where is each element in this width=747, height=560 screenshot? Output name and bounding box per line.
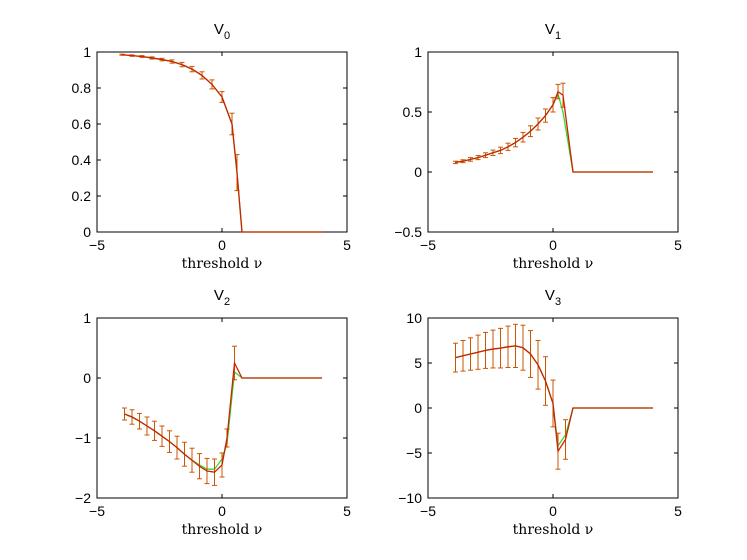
y-tick-label: −1 — [75, 430, 91, 446]
chart-title: V3 — [545, 287, 561, 308]
y-tick-label: −0.5 — [394, 224, 422, 240]
chart-title: V2 — [214, 287, 230, 308]
x-axis-label: threshold ν — [182, 522, 263, 538]
y-tick-label: 0.5 — [403, 104, 423, 120]
y-tick-label: 0.4 — [72, 152, 92, 168]
plot-area — [453, 82, 653, 173]
y-tick-label: 0.8 — [72, 80, 92, 96]
y-tick-label: 10 — [406, 310, 422, 326]
chart-title-subscript: 3 — [555, 296, 561, 308]
x-tick-label: 0 — [218, 237, 226, 253]
y-tick-label: 0.6 — [72, 116, 92, 132]
plot-area — [122, 345, 322, 486]
chart-title-subscript: 2 — [224, 296, 230, 308]
chart-title: V1 — [545, 21, 561, 42]
x-tick-label: 0 — [218, 503, 226, 519]
x-axis-label: threshold ν — [513, 522, 594, 538]
chart-title: V0 — [214, 21, 230, 42]
x-tick-label: 5 — [343, 237, 351, 253]
y-tick-label: −10 — [398, 490, 422, 506]
y-tick-label: 0 — [414, 164, 422, 180]
series-line-b — [455, 92, 653, 173]
plot-area — [119, 53, 322, 233]
x-tick-label: 0 — [549, 503, 557, 519]
chart-title-subscript: 1 — [555, 30, 561, 42]
y-tick-label: 0.2 — [72, 188, 92, 204]
y-tick-label: 1 — [83, 44, 91, 60]
x-tick-label: −5 — [420, 503, 436, 519]
y-tick-label: 1 — [414, 44, 422, 60]
series-line-b — [121, 54, 322, 233]
y-tick-label: 0 — [83, 370, 91, 386]
y-tick-label: 0 — [414, 400, 422, 416]
series-line-b — [124, 370, 322, 470]
x-tick-label: 5 — [343, 503, 351, 519]
x-axis-label: threshold ν — [513, 256, 594, 272]
x-tick-label: 5 — [674, 237, 682, 253]
plot-area — [453, 323, 653, 470]
x-tick-label: 0 — [549, 237, 557, 253]
chart-panel-2: −5 0 5 −2 −1 0 1 V2 threshold ν — [75, 287, 351, 538]
x-tick-label: −5 — [89, 237, 105, 253]
y-tick-label: −2 — [75, 490, 91, 506]
x-tick-label: 5 — [674, 503, 682, 519]
x-tick-label: −5 — [420, 237, 436, 253]
axes-frame — [427, 51, 679, 233]
y-tick-label: 5 — [414, 355, 422, 371]
y-tick-label: 0 — [83, 224, 91, 240]
y-tick-label: −5 — [406, 445, 422, 461]
series-line-a — [121, 54, 322, 233]
x-axis-label: threshold ν — [182, 256, 263, 272]
y-tick-label: 1 — [83, 310, 91, 326]
chart-title-subscript: 0 — [224, 30, 230, 42]
x-tick-label: −5 — [89, 503, 105, 519]
series-line-a — [455, 345, 653, 454]
axes-frame — [96, 51, 348, 233]
series-line-a — [124, 360, 322, 473]
series-line-a — [455, 90, 653, 173]
